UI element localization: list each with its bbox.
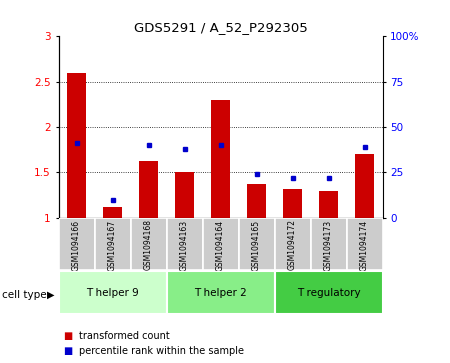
Bar — [319, 191, 338, 218]
Bar — [103, 207, 122, 218]
Bar — [202, 218, 238, 270]
Text: T helper 9: T helper 9 — [86, 287, 139, 298]
Bar — [166, 218, 202, 270]
Bar — [283, 189, 302, 218]
Bar — [310, 218, 346, 270]
Bar — [355, 154, 374, 218]
Text: GSM1094172: GSM1094172 — [288, 219, 297, 270]
Text: cell type: cell type — [2, 290, 47, 300]
Text: transformed count: transformed count — [79, 331, 170, 341]
Bar — [247, 184, 266, 218]
Bar — [94, 218, 130, 270]
Text: GSM1094168: GSM1094168 — [144, 219, 153, 270]
Text: GSM1094163: GSM1094163 — [180, 219, 189, 270]
Bar — [346, 218, 382, 270]
Bar — [274, 218, 310, 270]
Text: GSM1094173: GSM1094173 — [324, 219, 333, 270]
Text: T helper 2: T helper 2 — [194, 287, 247, 298]
Text: GSM1094167: GSM1094167 — [108, 219, 117, 270]
Text: ■: ■ — [63, 331, 72, 341]
Bar — [166, 271, 274, 314]
Title: GDS5291 / A_52_P292305: GDS5291 / A_52_P292305 — [134, 21, 307, 34]
Text: GSM1094164: GSM1094164 — [216, 219, 225, 270]
Bar — [139, 160, 158, 218]
Text: ▶: ▶ — [47, 290, 55, 300]
Text: T regulatory: T regulatory — [297, 287, 360, 298]
Bar — [211, 100, 230, 218]
Bar — [130, 218, 166, 270]
Text: GSM1094166: GSM1094166 — [72, 219, 81, 270]
Text: ■: ■ — [63, 346, 72, 356]
Text: GSM1094165: GSM1094165 — [252, 219, 261, 270]
Text: GSM1094174: GSM1094174 — [360, 219, 369, 270]
Bar — [274, 271, 382, 314]
Bar — [67, 73, 86, 218]
Bar — [238, 218, 274, 270]
Bar — [58, 271, 166, 314]
Bar — [175, 172, 194, 218]
Text: percentile rank within the sample: percentile rank within the sample — [79, 346, 244, 356]
Bar — [58, 218, 94, 270]
